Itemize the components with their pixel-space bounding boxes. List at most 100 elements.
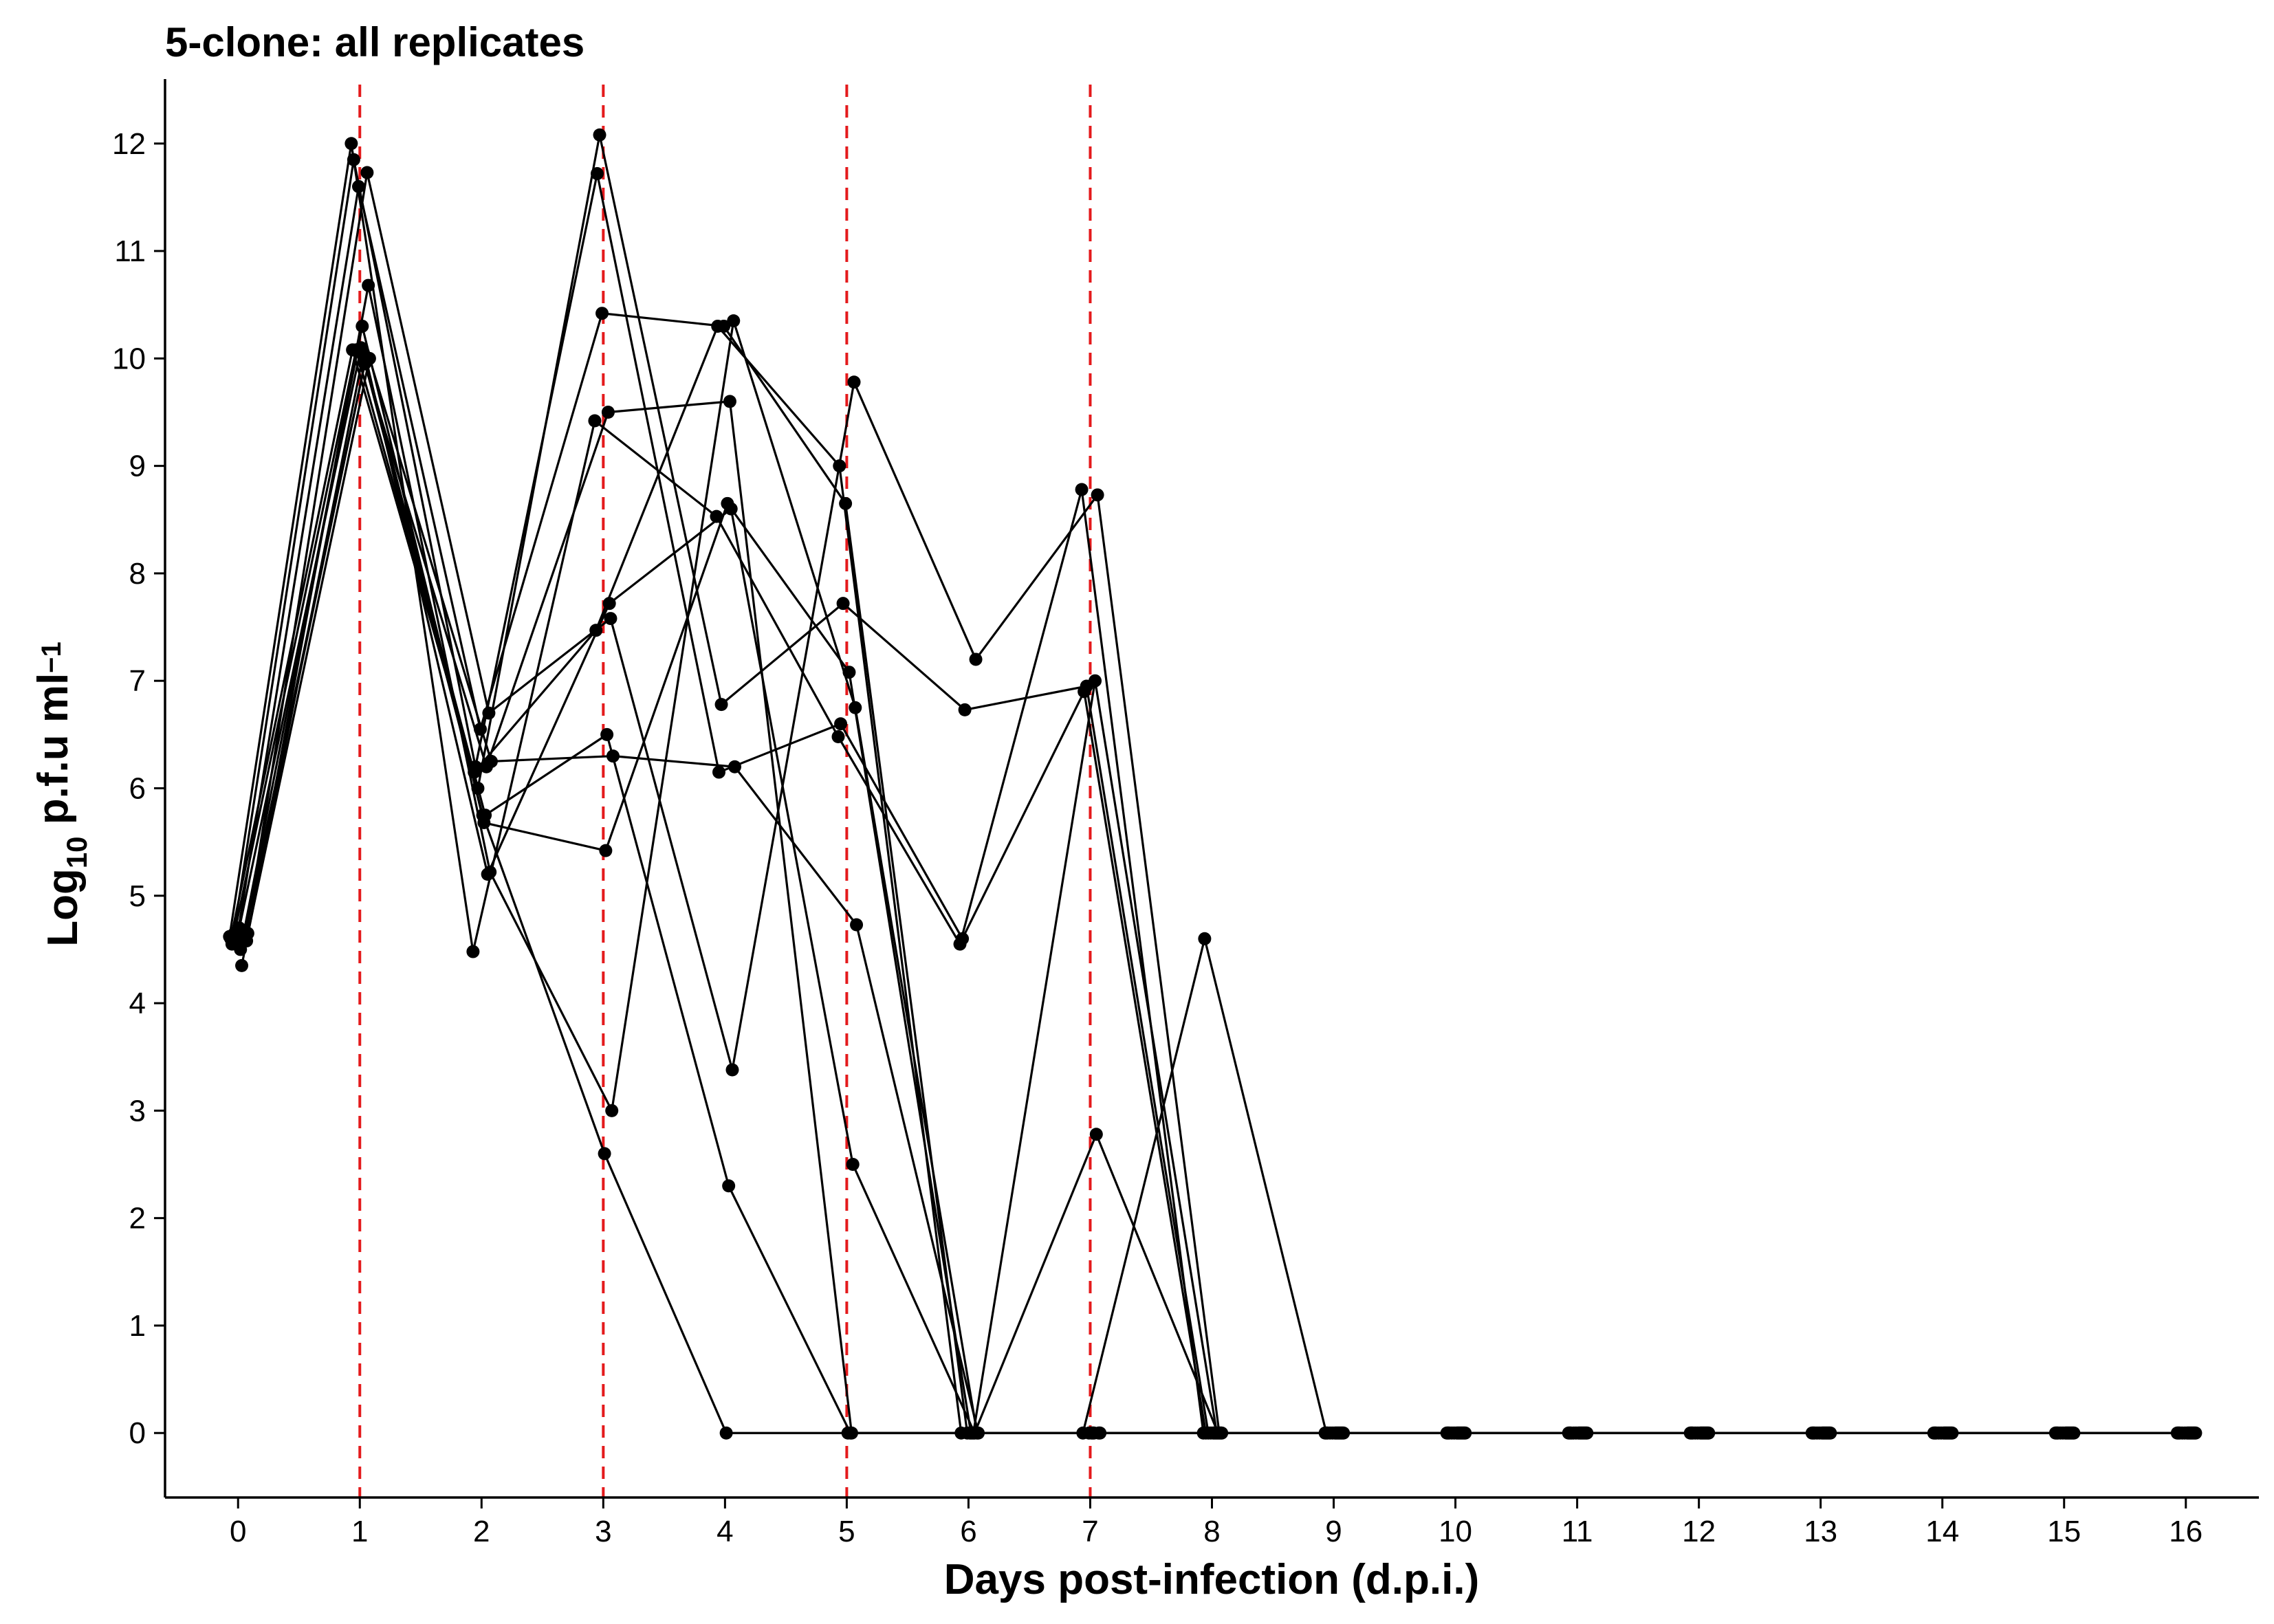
x-tick-label-8: 8	[1203, 1515, 1220, 1548]
y-tick-label-3: 3	[129, 1094, 146, 1128]
series-13-point-10	[1337, 1426, 1351, 1440]
series-13-point-13	[1702, 1426, 1716, 1440]
x-tick-label-10: 10	[1439, 1515, 1472, 1548]
x-tick-label-3: 3	[595, 1515, 611, 1548]
y-axis-title: Log10 p.f.u ml−1	[30, 641, 93, 947]
series-line-4	[235, 185, 2185, 1434]
series-10-point-8	[1089, 1128, 1103, 1141]
series-2-point-6	[834, 717, 848, 731]
series-9-point-5	[723, 395, 736, 408]
series-8-point-1	[235, 958, 249, 972]
y-axis-title-prefix: Log	[39, 868, 87, 947]
series-13-point-16	[2067, 1426, 2081, 1440]
series-6-point-3	[468, 765, 481, 779]
series-6-point-4	[589, 624, 603, 637]
series-12-point-2	[362, 278, 375, 292]
series-6-point-12	[1563, 1426, 1577, 1440]
series-6-point-15	[1928, 1426, 1942, 1440]
series-1-point-8	[1075, 483, 1089, 496]
y-tick-label-6: 6	[129, 772, 146, 806]
series-line-3	[233, 133, 2183, 1434]
y-tick-label-5: 5	[129, 879, 146, 913]
series-13-point-8	[1093, 1426, 1107, 1440]
series-points-group	[223, 128, 2202, 1440]
series-4-point-4	[595, 307, 609, 320]
series-13-point-12	[1580, 1426, 1594, 1440]
series-12-point-5	[727, 314, 741, 328]
series-13-point-4	[606, 749, 620, 763]
series-6-point-1	[224, 932, 238, 945]
y-tick-label-1: 1	[129, 1309, 146, 1343]
series-13-point-14	[1824, 1426, 1837, 1440]
series-2-point-7	[956, 932, 970, 945]
y-tick-label-4: 4	[129, 987, 146, 1020]
series-6-point-10	[1320, 1426, 1333, 1440]
x-tick-label-15: 15	[2047, 1515, 2081, 1548]
series-10-point-6	[846, 1158, 860, 1172]
series-8-point-5	[722, 1179, 736, 1193]
series-13-point-3	[484, 754, 498, 768]
series-line-6	[230, 325, 2179, 1434]
series-13-point-17	[2189, 1426, 2202, 1440]
series-7-point-2	[356, 319, 369, 333]
series-6-point-13	[1685, 1426, 1698, 1440]
series-line-10	[243, 357, 2192, 1434]
series-3-point-3	[471, 782, 485, 795]
series-7-point-4	[599, 844, 613, 857]
series-8-point-4	[600, 727, 614, 741]
series-12-point-6	[849, 701, 862, 714]
x-tick-label-7: 7	[1082, 1515, 1098, 1548]
series-13-point-7	[972, 1426, 985, 1440]
series-11-point-6	[847, 375, 861, 389]
x-tick-label-16: 16	[2169, 1515, 2202, 1548]
series-6-point-14	[1806, 1426, 1820, 1440]
series-2-point-5	[712, 765, 726, 779]
x-tick-label-9: 9	[1325, 1515, 1342, 1548]
series-1-point-2	[345, 137, 358, 151]
x-tick-label-1: 1	[351, 1515, 368, 1548]
series-12-point-3	[483, 865, 497, 879]
y-tick-label-11: 11	[114, 234, 146, 268]
x-axis-title: Days post-infection (d.p.i.)	[944, 1556, 1479, 1603]
x-tick-label-5: 5	[838, 1515, 855, 1548]
series-13-point-1	[241, 926, 254, 940]
y-axis-title-sub: 10	[61, 836, 93, 868]
series-3-point-6	[836, 597, 850, 611]
series-11-point-4	[604, 612, 617, 626]
series-11-point-7	[969, 652, 983, 666]
series-6-point-9	[1198, 932, 1212, 945]
x-tick-label-6: 6	[960, 1515, 976, 1548]
series-line-1	[228, 142, 2178, 1434]
y-tick-label-8: 8	[129, 557, 146, 591]
series-6-point-11	[1441, 1426, 1455, 1440]
series-9-point-6	[844, 1426, 858, 1440]
series-13-point-6	[850, 918, 864, 932]
series-6-point-8	[1076, 1426, 1090, 1440]
series-1-point-6	[831, 729, 845, 743]
series-10-point-5	[724, 502, 738, 516]
series-line-13	[246, 357, 2196, 1434]
y-tick-label-7: 7	[129, 664, 146, 698]
series-1-point-5	[710, 509, 723, 523]
x-tick-label-12: 12	[1682, 1515, 1716, 1548]
y-tick-label-10: 10	[112, 342, 146, 375]
series-line-2	[230, 158, 2180, 1434]
series-13-point-2	[362, 351, 376, 365]
series-line-5	[238, 347, 2187, 1434]
series-9-point-4	[601, 405, 615, 419]
series-5-point-5	[719, 1426, 733, 1440]
series-11-point-8	[1091, 488, 1104, 502]
series-4-point-2	[351, 179, 365, 193]
y-tick-label-12: 12	[112, 127, 146, 161]
series-1-point-3	[466, 945, 480, 958]
series-6-point-16	[2050, 1426, 2064, 1440]
series-6-point-17	[2172, 1426, 2185, 1440]
series-13-point-9	[1215, 1426, 1229, 1440]
series-4-point-6	[839, 496, 853, 510]
series-12-point-4	[605, 1104, 619, 1117]
y-tick-label-2: 2	[129, 1202, 146, 1236]
y-tick-label-0: 0	[129, 1416, 146, 1450]
series-8-point-3	[479, 809, 492, 822]
series-6-point-5	[711, 319, 725, 333]
